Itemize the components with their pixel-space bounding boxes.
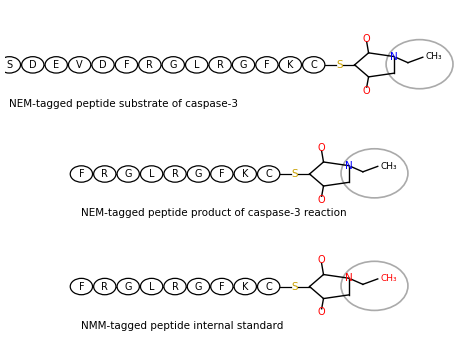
Text: O: O xyxy=(363,86,371,95)
Text: C: C xyxy=(265,169,272,179)
Circle shape xyxy=(279,57,301,73)
Text: R: R xyxy=(217,60,224,70)
Text: F: F xyxy=(79,169,84,179)
Circle shape xyxy=(185,57,208,73)
Circle shape xyxy=(92,57,114,73)
Text: R: R xyxy=(172,282,179,292)
Text: R: R xyxy=(172,169,179,179)
Text: G: G xyxy=(125,282,132,292)
Text: K: K xyxy=(242,169,248,179)
Circle shape xyxy=(164,278,186,295)
Text: V: V xyxy=(76,60,83,70)
Circle shape xyxy=(302,57,325,73)
Text: S: S xyxy=(6,60,12,70)
Circle shape xyxy=(211,166,233,182)
Circle shape xyxy=(22,57,44,73)
Text: S: S xyxy=(292,169,298,179)
Text: O: O xyxy=(318,143,326,153)
Circle shape xyxy=(140,166,163,182)
Text: O: O xyxy=(363,33,371,44)
Text: F: F xyxy=(124,60,129,70)
Text: L: L xyxy=(149,282,155,292)
Text: C: C xyxy=(310,60,317,70)
Text: R: R xyxy=(101,282,108,292)
Circle shape xyxy=(209,57,231,73)
Circle shape xyxy=(94,278,116,295)
Circle shape xyxy=(211,278,233,295)
Text: R: R xyxy=(146,60,153,70)
Circle shape xyxy=(140,278,163,295)
Text: F: F xyxy=(264,60,270,70)
Text: NEM-tagged peptide substrate of caspase-3: NEM-tagged peptide substrate of caspase-… xyxy=(9,99,238,109)
Text: G: G xyxy=(125,169,132,179)
Text: CH₃: CH₃ xyxy=(425,53,442,61)
Text: N: N xyxy=(345,273,353,283)
Circle shape xyxy=(234,278,256,295)
Circle shape xyxy=(257,278,280,295)
Text: O: O xyxy=(318,307,326,317)
Circle shape xyxy=(164,166,186,182)
Text: L: L xyxy=(149,169,155,179)
Text: G: G xyxy=(195,169,202,179)
Circle shape xyxy=(162,57,184,73)
Text: G: G xyxy=(240,60,247,70)
Text: S: S xyxy=(337,60,343,70)
Circle shape xyxy=(187,166,210,182)
Text: R: R xyxy=(101,169,108,179)
Text: CH₃: CH₃ xyxy=(380,274,397,283)
Circle shape xyxy=(139,57,161,73)
Text: F: F xyxy=(79,282,84,292)
Text: D: D xyxy=(99,60,107,70)
Circle shape xyxy=(0,57,20,73)
Circle shape xyxy=(94,166,116,182)
Text: D: D xyxy=(29,60,36,70)
Circle shape xyxy=(70,278,92,295)
Circle shape xyxy=(256,57,278,73)
Text: K: K xyxy=(242,282,248,292)
Text: N: N xyxy=(390,52,398,62)
Text: K: K xyxy=(287,60,293,70)
Circle shape xyxy=(232,57,255,73)
Circle shape xyxy=(257,166,280,182)
Circle shape xyxy=(68,57,91,73)
Text: L: L xyxy=(194,60,200,70)
Circle shape xyxy=(115,57,137,73)
Text: C: C xyxy=(265,282,272,292)
Text: N: N xyxy=(345,161,353,171)
Text: F: F xyxy=(219,169,225,179)
Text: E: E xyxy=(53,60,59,70)
Text: O: O xyxy=(318,255,326,265)
Text: NMM-tagged peptide internal standard: NMM-tagged peptide internal standard xyxy=(82,321,284,331)
Text: CH₃: CH₃ xyxy=(380,161,397,171)
Circle shape xyxy=(70,166,92,182)
Text: NEM-tagged peptide product of caspase-3 reaction: NEM-tagged peptide product of caspase-3 … xyxy=(82,208,347,218)
Text: G: G xyxy=(195,282,202,292)
Text: G: G xyxy=(170,60,177,70)
Circle shape xyxy=(117,278,139,295)
Circle shape xyxy=(45,57,67,73)
Text: O: O xyxy=(318,195,326,205)
Circle shape xyxy=(187,278,210,295)
Circle shape xyxy=(234,166,256,182)
Circle shape xyxy=(117,166,139,182)
Text: S: S xyxy=(292,282,298,292)
Text: F: F xyxy=(219,282,225,292)
